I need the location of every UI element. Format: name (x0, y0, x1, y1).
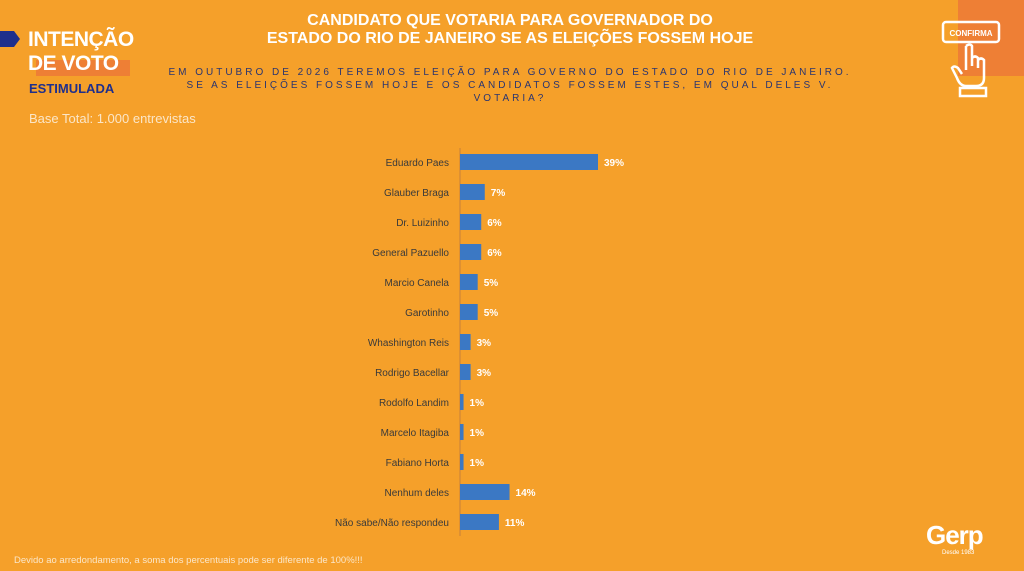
category-label: Rodolfo Landim (379, 398, 449, 409)
bar (460, 334, 471, 350)
data-label: 1% (470, 398, 485, 409)
bar (460, 454, 464, 470)
data-label: 3% (477, 368, 492, 379)
subsection-label: ESTIMULADA (29, 81, 115, 96)
data-label: 1% (470, 428, 485, 439)
title-line1: CANDIDATO QUE VOTARIA PARA GOVERNADOR DO (307, 12, 713, 29)
confirma-hand-icon: CONFIRMA (941, 20, 1001, 98)
footnote: Devido ao arredondamento, a soma dos per… (14, 555, 363, 566)
data-label: 11% (505, 518, 525, 529)
category-label: Rodrigo Bacellar (375, 368, 450, 379)
data-label: 5% (484, 308, 499, 319)
bar (460, 484, 510, 500)
question-text: EM OUTUBRO DE 2026 TEREMOS ELEIÇÃO PARA … (168, 67, 852, 104)
gerp-logo: Gerp (926, 520, 984, 550)
category-label: Marcelo Itagiba (381, 428, 450, 439)
bar (460, 364, 471, 380)
bar (460, 394, 464, 410)
section-title-line2: DE VOTO (28, 52, 119, 75)
category-label: General Pazuello (372, 248, 449, 259)
category-label: Nenhum deles (385, 488, 449, 499)
bar (460, 184, 485, 200)
bar (460, 514, 499, 530)
bar (460, 304, 478, 320)
category-label: Dr. Luizinho (396, 218, 449, 229)
bar (460, 424, 464, 440)
category-label: Marcio Canela (385, 278, 450, 289)
title-highlight (36, 60, 130, 76)
corner-accent (958, 0, 1024, 76)
data-label: 39% (604, 158, 624, 169)
data-label: 14% (516, 488, 536, 499)
bar (460, 274, 478, 290)
bar (460, 244, 482, 260)
data-label: 7% (491, 188, 506, 199)
bar (460, 154, 598, 170)
data-label: 5% (484, 278, 499, 289)
data-label: 1% (470, 458, 485, 469)
confirma-label: CONFIRMA (949, 29, 992, 38)
category-label: Fabiano Horta (386, 458, 450, 469)
data-label: 3% (477, 338, 492, 349)
chart-title: CANDIDATO QUE VOTARIA PARA GOVERNADOR DO… (240, 12, 780, 48)
gerp-logo-sub: Desde 1983 (942, 550, 975, 556)
title-line2: ESTADO DO RIO DE JANEIRO SE AS ELEIÇÕES … (266, 30, 754, 47)
section-title-line1: INTENÇÃO (28, 28, 134, 51)
category-label: Não sabe/Não respondeu (335, 518, 449, 529)
section-title: INTENÇÃO DE VOTO (28, 28, 134, 76)
section-arrow-icon (0, 31, 20, 47)
category-label: Eduardo Paes (386, 158, 449, 169)
data-label: 6% (487, 218, 502, 229)
data-label: 6% (487, 248, 502, 259)
bar (460, 214, 482, 230)
category-label: Whashington Reis (368, 338, 449, 349)
category-label: Glauber Braga (384, 188, 449, 199)
category-label: Garotinho (405, 308, 449, 319)
base-text: Base Total: 1.000 entrevistas (29, 111, 196, 126)
